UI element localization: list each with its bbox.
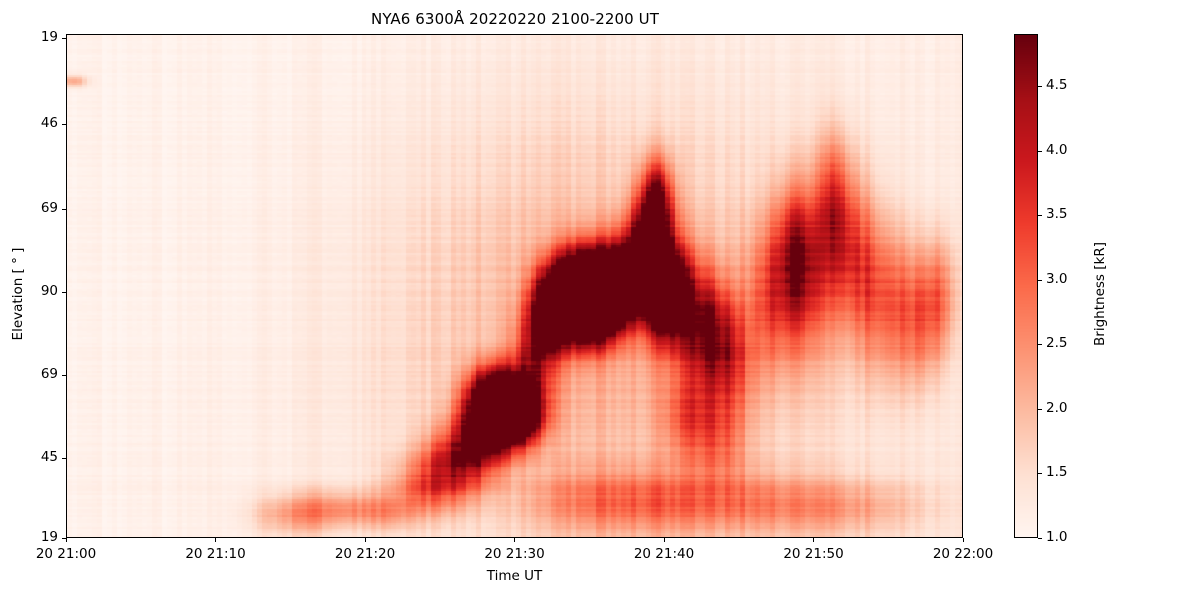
x-tick-label: 20 22:00	[932, 546, 994, 562]
y-tick-label: 45	[40, 449, 58, 465]
colorbar-tick-label: 2.0	[1046, 400, 1068, 416]
colorbar-label: Brightness [kR]	[1092, 242, 1108, 346]
colorbar-tick-label: 3.5	[1046, 206, 1068, 222]
y-tick-mark	[62, 208, 66, 210]
colorbar-tick-mark	[1038, 343, 1042, 345]
x-tick-label: 20 21:50	[783, 546, 844, 562]
colorbar-tick-mark	[1038, 408, 1042, 410]
y-tick-mark	[62, 457, 66, 459]
y-tick-mark	[62, 374, 66, 376]
x-tick-label: 20 21:10	[185, 546, 246, 562]
colorbar-tick-label: 1.5	[1046, 464, 1068, 480]
keogram-heatmap	[67, 35, 962, 537]
x-tick-label: 20 21:20	[334, 546, 396, 562]
colorbar-tick-label: 4.0	[1046, 142, 1068, 158]
y-tick-mark	[62, 537, 66, 539]
colorbar	[1014, 34, 1038, 538]
y-tick-label: 69	[40, 366, 58, 382]
colorbar-tick-mark	[1038, 279, 1042, 281]
x-tick-label: 20 21:40	[633, 546, 695, 562]
x-tick-label: 20 21:00	[35, 546, 97, 562]
keogram-plot-area	[66, 34, 963, 538]
colorbar-tick-label: 3.0	[1046, 271, 1068, 287]
y-tick-mark	[62, 291, 66, 293]
colorbar-tick-mark	[1038, 150, 1042, 152]
x-tick-mark	[215, 538, 217, 542]
x-tick-mark	[65, 538, 67, 542]
y-tick-label: 19	[40, 29, 58, 45]
y-tick-label: 19	[40, 529, 58, 545]
y-axis-label: Elevation [ ° ]	[10, 247, 26, 341]
y-tick-label: 90	[40, 283, 58, 299]
colorbar-tick-mark	[1038, 214, 1042, 216]
colorbar-tick-label: 2.5	[1046, 335, 1068, 351]
y-tick-mark	[62, 123, 66, 125]
colorbar-tick-mark	[1038, 472, 1042, 474]
colorbar-tick-label: 1.0	[1046, 529, 1068, 545]
y-tick-label: 69	[40, 200, 58, 216]
x-tick-mark	[962, 538, 964, 542]
x-tick-mark	[813, 538, 815, 542]
x-axis-label: Time UT	[486, 568, 543, 584]
page-title: NYA6 6300Å 20220220 2100-2200 UT	[371, 10, 659, 28]
colorbar-tick-label: 4.5	[1046, 77, 1068, 93]
colorbar-tick-mark	[1038, 85, 1042, 87]
x-tick-mark	[364, 538, 366, 542]
colorbar-gradient	[1015, 35, 1037, 537]
x-tick-mark	[514, 538, 516, 542]
y-tick-label: 46	[40, 115, 58, 131]
x-tick-label: 20 21:30	[484, 546, 545, 562]
x-tick-mark	[663, 538, 665, 542]
y-tick-mark	[62, 37, 66, 39]
colorbar-tick-mark	[1038, 537, 1042, 539]
